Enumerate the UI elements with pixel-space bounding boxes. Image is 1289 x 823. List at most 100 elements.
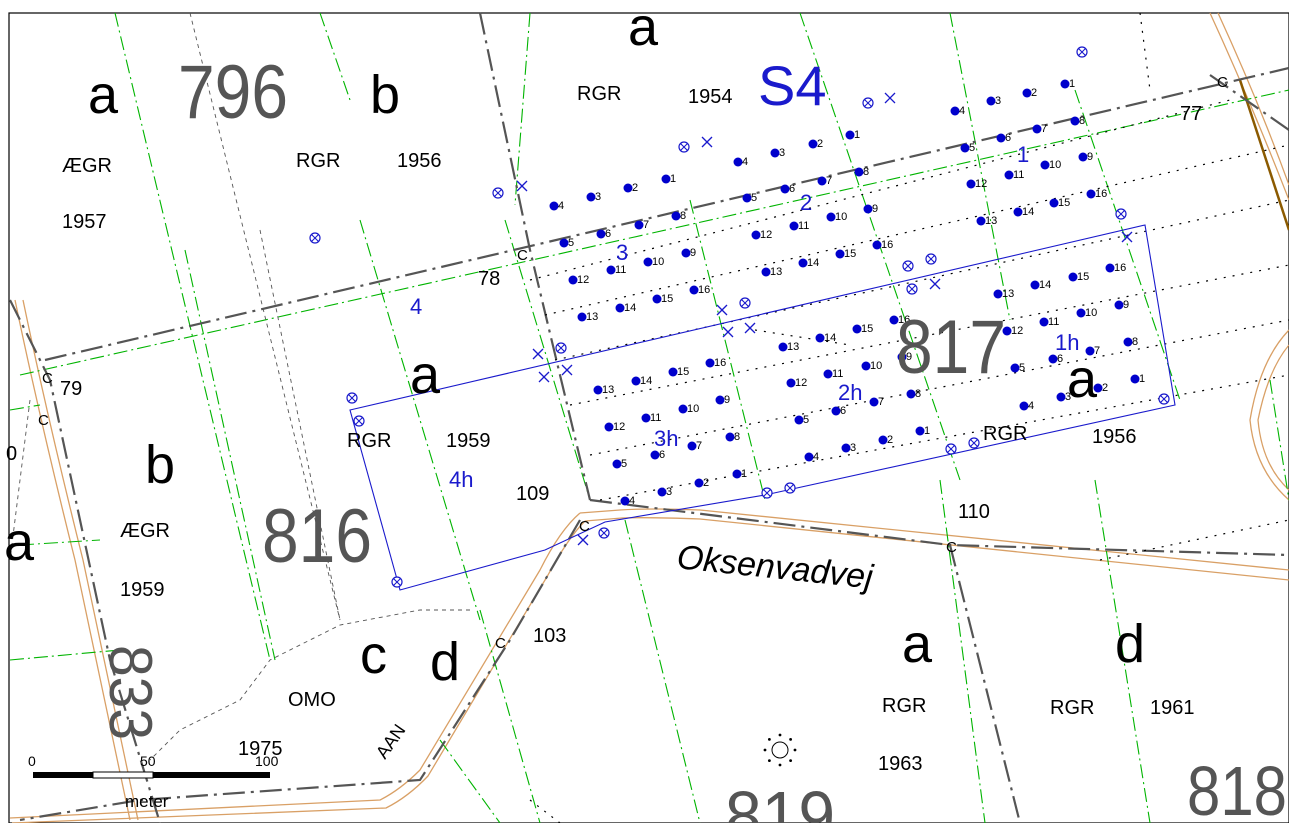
tree-dot [1040, 160, 1050, 170]
tree: 9 [897, 351, 912, 363]
tree: 16 [872, 239, 893, 251]
boundary-number: 103 [533, 625, 566, 647]
corner-marker [784, 482, 796, 494]
tree: 11 [789, 220, 809, 232]
tree: 4 [950, 105, 965, 117]
tree: 8 [854, 166, 869, 178]
tree-number: 14 [640, 375, 652, 387]
tree: 14 [1013, 206, 1034, 218]
stand-labels: ÆGR 1957 RGR 1956 RGR 1954 RGR 1959 ÆGR … [62, 83, 1195, 775]
tree: 15 [652, 293, 673, 305]
tree-number: 8 [680, 210, 686, 222]
boundary-point-c: C [517, 247, 528, 264]
stream-label: AAN [372, 721, 410, 763]
section-letters: a a b a b a a c d a d [4, 0, 1145, 692]
tree-dot [835, 249, 845, 259]
tree-number: 4 [558, 200, 564, 212]
thin-dashed-lines [9, 12, 470, 761]
boundary-number: 0 [6, 443, 17, 465]
parcel-numbers: 7 9 6 8 16 8 1 7 8 3 3 818 8 1 9 [97, 50, 1287, 823]
plot-label: 4 [410, 294, 422, 319]
tree-number: 7 [878, 396, 884, 408]
tree-points: 1234567891011121314151612345678910111213… [549, 78, 1145, 507]
tree-dot [1078, 152, 1088, 162]
tree-dot [715, 395, 725, 405]
tree: 4 [549, 200, 564, 212]
tree: 9 [715, 394, 730, 406]
tree: 15 [852, 323, 873, 335]
tree: 7 [817, 175, 832, 187]
tree-number: 5 [621, 458, 627, 470]
tree-dot [869, 397, 879, 407]
scale-tick-label: 50 [140, 753, 156, 769]
tree-number: 5 [969, 142, 975, 154]
tree-number: 13 [787, 341, 799, 353]
tree-dot [615, 303, 625, 313]
map-frame [8, 12, 1289, 823]
tree: 2 [1022, 87, 1037, 99]
plot-label: 2 [800, 190, 812, 215]
tree-dot [1032, 124, 1042, 134]
tree-dot [1060, 79, 1070, 89]
tree-number: 8 [1132, 336, 1138, 348]
tree-number: 11 [832, 368, 843, 380]
tree-number: 14 [824, 332, 836, 344]
tree: 12 [786, 377, 807, 389]
tree-number: 11 [615, 264, 626, 276]
plot-label: 3 [616, 240, 628, 265]
tree-dot [1105, 263, 1115, 273]
tree-number: 4 [629, 495, 635, 507]
tree-dot [950, 106, 960, 116]
tree: 10 [678, 403, 699, 415]
tree-dot [761, 267, 771, 277]
tree-dot [641, 413, 651, 423]
scale-tick-label: 100 [255, 753, 279, 769]
tree-number: 16 [1114, 262, 1126, 274]
tree-dot [897, 352, 907, 362]
tree-number: 15 [677, 366, 689, 378]
tree-number: 5 [568, 237, 574, 249]
stand-species: RGR [296, 150, 340, 172]
tree: 5 [1010, 362, 1025, 374]
symbol-ray [763, 748, 767, 752]
tree-dot [1114, 300, 1124, 310]
symbol-ray [778, 733, 782, 737]
tree-dot [854, 167, 864, 177]
tree: 7 [1085, 345, 1100, 357]
tree-number: 12 [760, 229, 772, 241]
tree: 14 [815, 332, 836, 344]
tree-number: 3 [995, 95, 1001, 107]
tree: 2 [694, 477, 709, 489]
tree-dot [612, 459, 622, 469]
tree-dot [826, 212, 836, 222]
tree: 10 [1076, 307, 1097, 319]
tree-dot [634, 220, 644, 230]
tree: 8 [1070, 115, 1085, 127]
tree-number: 11 [1048, 316, 1059, 328]
tree: 6 [596, 228, 611, 240]
stand-year: 1956 [397, 150, 442, 172]
tree-number: 1 [670, 173, 676, 185]
boundary-number: 110 [958, 501, 990, 523]
tree-dot [623, 183, 633, 193]
tree-dot [823, 369, 833, 379]
tree-dot [1049, 198, 1059, 208]
tree: 16 [705, 357, 726, 369]
corner-marker [492, 187, 504, 199]
tree: 10 [1040, 159, 1061, 171]
tree: 8 [1123, 336, 1138, 348]
tree-dot [780, 184, 790, 194]
plot-label: 2h [838, 380, 862, 405]
tree: 2 [1093, 382, 1108, 394]
parcel-number: 818 [1187, 752, 1287, 823]
tree-dot [657, 487, 667, 497]
tree-number: 4 [959, 105, 965, 117]
corner-marker [309, 232, 321, 244]
tree-number: 1 [924, 425, 930, 437]
symbol-ray [778, 763, 782, 767]
tree-number: 16 [1095, 188, 1107, 200]
tree-number: 10 [870, 360, 882, 372]
tree-number: 6 [789, 183, 795, 195]
tree: 13 [577, 311, 598, 323]
scale-bar: 0 50 100 meter [28, 753, 279, 811]
